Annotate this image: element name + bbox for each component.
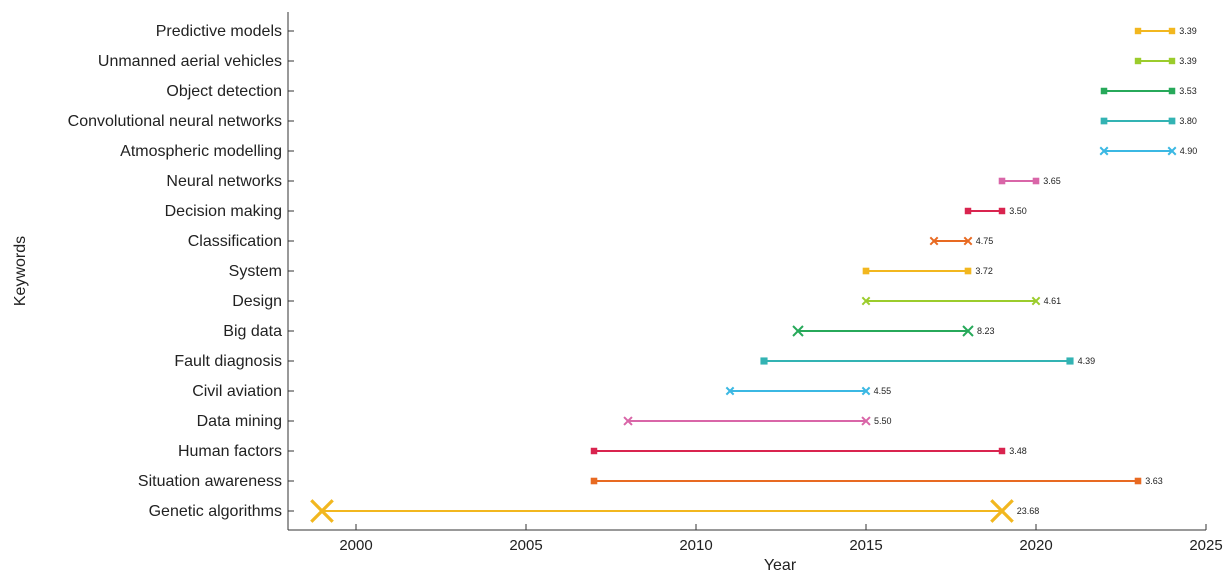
strength-label: 4.75 — [976, 236, 994, 246]
burst-row: 4.75 — [929, 236, 994, 246]
burst-end-marker — [1168, 27, 1176, 35]
strength-label: 4.55 — [874, 386, 892, 396]
strength-label: 23.68 — [1017, 506, 1040, 516]
burst-row: 3.80 — [1100, 116, 1197, 126]
burst-end-marker — [1168, 87, 1176, 95]
keyword-label: Atmospheric modelling — [120, 143, 282, 160]
burst-start-marker — [964, 207, 972, 215]
strength-label: 5.50 — [874, 416, 892, 426]
keyword-label: Data mining — [197, 413, 282, 430]
keyword-label: Big data — [223, 323, 282, 340]
x-tick-label: 2010 — [679, 537, 712, 554]
burst-end-marker — [998, 447, 1006, 455]
burst-end-marker — [962, 325, 974, 337]
burst-row: 4.39 — [760, 356, 1095, 366]
burst-bars: 3.39 3.39 3.53 3.80 4.90 3.65 3.50 4.75 3.72 4.61… — [310, 26, 1198, 523]
burst-start-marker — [1100, 117, 1108, 125]
burst-row: 3.48 — [590, 446, 1027, 456]
keyword-label: Convolutional neural networks — [68, 113, 282, 130]
burst-start-marker — [590, 447, 598, 455]
burst-end-marker — [998, 207, 1006, 215]
burst-row: 4.90 — [1099, 146, 1198, 156]
burst-start-marker — [1099, 146, 1109, 156]
strength-label: 3.39 — [1179, 56, 1197, 66]
burst-start-marker — [590, 477, 598, 485]
burst-end-marker — [990, 499, 1014, 523]
strength-label: 8.23 — [977, 326, 995, 336]
burst-start-marker — [861, 296, 871, 306]
burst-start-marker — [1134, 27, 1142, 35]
burst-start-marker — [725, 386, 735, 396]
keyword-label: Civil aviation — [192, 383, 282, 400]
burst-end-marker — [1031, 296, 1041, 306]
burst-row: 23.68 — [310, 499, 1040, 523]
keyword-label: Decision making — [165, 203, 282, 220]
keyword-label: Fault diagnosis — [174, 353, 282, 370]
x-tick-label: 2020 — [1019, 537, 1052, 554]
burst-start-marker — [998, 177, 1006, 185]
strength-label: 3.48 — [1009, 446, 1027, 456]
burst-row: 8.23 — [792, 325, 995, 337]
keyword-label: Situation awareness — [138, 473, 282, 490]
y-ticks: Predictive models Unmanned aerial vehicle… — [68, 23, 294, 520]
burst-end-marker — [1168, 57, 1176, 65]
axes: 2000 2005 2010 2015 2020 2025 Predictive mode… — [68, 12, 1223, 554]
keyword-label: Human factors — [178, 443, 282, 460]
keyword-label: Classification — [188, 233, 282, 250]
x-axis-title: Year — [764, 557, 797, 574]
x-tick-label: 2000 — [339, 537, 372, 554]
strength-label: 3.72 — [975, 266, 993, 276]
x-tick-label: 2025 — [1189, 537, 1222, 554]
burst-row: 3.65 — [998, 176, 1061, 186]
keyword-label: Neural networks — [166, 173, 282, 190]
keyword-label: Unmanned aerial vehicles — [98, 53, 282, 70]
burst-end-marker — [1167, 146, 1177, 156]
burst-start-marker — [862, 267, 870, 275]
burst-row: 3.39 — [1134, 56, 1197, 66]
y-axis-title: Keywords — [12, 236, 29, 306]
burst-end-marker — [1066, 357, 1074, 365]
burst-end-marker — [861, 386, 871, 396]
strength-label: 4.90 — [1180, 146, 1198, 156]
burst-end-marker — [1134, 477, 1142, 485]
burst-end-marker — [964, 267, 972, 275]
burst-start-marker — [1100, 87, 1108, 95]
x-tick-label: 2005 — [509, 537, 542, 554]
keyword-label: Design — [232, 293, 282, 310]
keyword-label: Object detection — [166, 83, 282, 100]
strength-label: 4.61 — [1044, 296, 1062, 306]
x-ticks: 2000 2005 2010 2015 2020 2025 — [339, 524, 1223, 554]
burst-start-marker — [929, 236, 939, 246]
keyword-label: Predictive models — [156, 23, 282, 40]
strength-label: 3.80 — [1179, 116, 1197, 126]
burst-row: 4.61 — [861, 296, 1062, 306]
burst-start-marker — [1134, 57, 1142, 65]
strength-label: 3.39 — [1179, 26, 1197, 36]
burst-row: 3.50 — [964, 206, 1027, 216]
strength-label: 4.39 — [1078, 356, 1096, 366]
burst-end-marker — [1032, 177, 1040, 185]
burst-row: 4.55 — [725, 386, 892, 396]
keyword-label: Genetic algorithms — [149, 503, 282, 520]
burst-end-marker — [861, 416, 871, 426]
burst-start-marker — [760, 357, 768, 365]
burst-start-marker — [623, 416, 633, 426]
burst-row: 5.50 — [623, 416, 892, 426]
burst-end-marker — [1168, 117, 1176, 125]
strength-label: 3.65 — [1043, 176, 1061, 186]
burst-row: 3.63 — [590, 476, 1163, 486]
x-tick-label: 2015 — [849, 537, 882, 554]
burst-row: 3.53 — [1100, 86, 1197, 96]
burst-start-marker — [310, 499, 334, 523]
strength-label: 3.53 — [1179, 86, 1197, 96]
burst-end-marker — [963, 236, 973, 246]
strength-label: 3.50 — [1009, 206, 1027, 216]
keyword-label: System — [229, 263, 282, 280]
burst-row: 3.72 — [862, 266, 993, 276]
burst-row: 3.39 — [1134, 26, 1197, 36]
burst-start-marker — [792, 325, 804, 337]
strength-label: 3.63 — [1145, 476, 1163, 486]
